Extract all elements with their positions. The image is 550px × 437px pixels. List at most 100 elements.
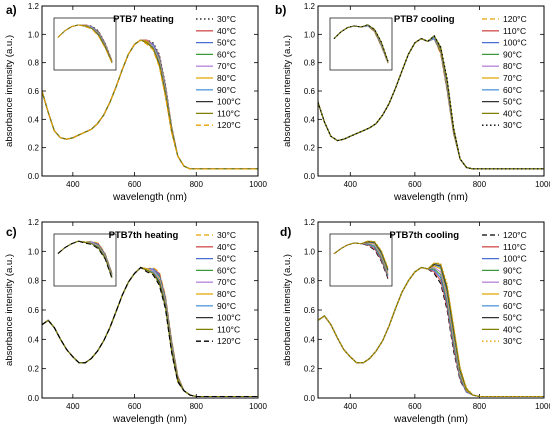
x-axis-label: wavelength (nm) xyxy=(112,414,187,425)
legend-label-9: 110°C xyxy=(217,108,240,118)
inset-series-line-10 xyxy=(333,24,389,62)
legend-label-9: 40°C xyxy=(503,324,522,334)
y-axis-label: absorbance intensity (a.u.) xyxy=(4,35,15,147)
y-tick-label: 0.8 xyxy=(28,277,40,286)
x-tick-label: 800 xyxy=(473,402,487,411)
y-tick-label: 0.2 xyxy=(28,365,40,374)
y-tick-label: 0.6 xyxy=(28,87,40,96)
legend-label-5: 80°C xyxy=(503,61,522,71)
x-tick-label: 600 xyxy=(128,180,142,189)
legend-label-4: 60°C xyxy=(217,265,236,275)
x-axis-label: wavelength (nm) xyxy=(393,192,468,203)
legend-label-2: 40°C xyxy=(217,26,236,36)
inset-zoom xyxy=(329,233,393,287)
inset-series-line-9 xyxy=(333,240,389,269)
legend-label-4: 90°C xyxy=(503,49,522,59)
panel-label: d) xyxy=(280,225,291,239)
legend-label-2: 110°C xyxy=(503,242,526,252)
legend-label-6: 80°C xyxy=(217,73,236,83)
plot-frame xyxy=(41,5,259,177)
legend-label-8: 50°C xyxy=(503,97,522,107)
legend-label-5: 80°C xyxy=(503,277,522,287)
chart-panel-3: c) absorbance intensity (a.u.) wavelength … xyxy=(4,218,267,425)
x-tick-label: 800 xyxy=(190,402,204,411)
legend-label-2: 110°C xyxy=(503,26,526,36)
inset-zoom xyxy=(329,17,393,71)
y-axis-label: absorbance intensity (a.u.) xyxy=(282,254,293,366)
legend-label-5: 70°C xyxy=(217,61,236,71)
x-tick-label: 400 xyxy=(66,402,80,411)
chart-title: PTB7th heating xyxy=(109,230,179,241)
y-tick-label: 0.4 xyxy=(28,115,40,124)
series-line-10 xyxy=(42,266,258,398)
series-line-10 xyxy=(318,262,544,398)
y-tick-label: 1.2 xyxy=(28,218,40,227)
legend-label-10: 30°C xyxy=(503,120,522,130)
chart-panel-1: a) absorbance intensity (a.u.) wavelength … xyxy=(4,2,267,203)
y-tick-label: 0.4 xyxy=(304,115,316,124)
legend-label-1: 30°C xyxy=(217,230,236,240)
legend-label-9: 110°C xyxy=(217,324,240,334)
chart-title: PTB7 heating xyxy=(113,14,174,25)
y-tick-label: 1.0 xyxy=(28,30,40,39)
legend-label-6: 70°C xyxy=(503,289,522,299)
legend-label-10: 120°C xyxy=(217,120,241,130)
x-tick-label: 600 xyxy=(408,180,422,189)
legend-label-8: 50°C xyxy=(503,313,522,323)
x-tick-label: 600 xyxy=(408,402,422,411)
x-tick-label: 800 xyxy=(190,180,204,189)
y-tick-label: 0.2 xyxy=(304,365,316,374)
chart-panel-4: d) absorbance intensity (a.u.) wavelength … xyxy=(280,218,550,425)
plot-frame xyxy=(317,5,545,177)
legend-label-1: 120°C xyxy=(503,14,527,24)
legend-label-1: 30°C xyxy=(217,14,236,24)
y-tick-label: 1.2 xyxy=(304,218,316,227)
panel-label: a) xyxy=(6,3,17,17)
legend-label-7: 90°C xyxy=(217,301,236,311)
legend-label-6: 70°C xyxy=(503,73,522,83)
series-group xyxy=(42,266,258,398)
x-tick-label: 400 xyxy=(66,180,80,189)
inset-series-line-10 xyxy=(57,24,113,64)
plot-frame xyxy=(41,221,259,399)
inset-zoom xyxy=(53,17,117,71)
x-tick-label: 1000 xyxy=(249,180,267,189)
series-group xyxy=(318,262,544,398)
panel-label: b) xyxy=(275,3,286,17)
legend-label-3: 100°C xyxy=(503,254,527,264)
chart-panel-2: b) absorbance intensity (a.u.) wavelength … xyxy=(275,2,550,203)
x-axis-label: wavelength (nm) xyxy=(112,192,187,203)
legend-label-3: 50°C xyxy=(217,38,236,48)
inset-frame xyxy=(329,17,393,71)
legend-label-9: 40°C xyxy=(503,108,522,118)
chart-title: PTB7th cooling xyxy=(389,230,459,241)
y-tick-label: 1.2 xyxy=(28,2,40,11)
y-tick-label: 1.0 xyxy=(304,30,316,39)
y-tick-label: 0.8 xyxy=(304,277,316,286)
legend-label-7: 90°C xyxy=(217,85,236,95)
plot-frame xyxy=(317,221,545,399)
legend-label-2: 40°C xyxy=(217,242,236,252)
y-tick-label: 1.0 xyxy=(28,247,40,256)
y-tick-label: 0.0 xyxy=(28,172,40,181)
inset-series-line-10 xyxy=(57,240,113,279)
legend-label-4: 60°C xyxy=(217,49,236,59)
panel-label: c) xyxy=(6,225,17,239)
legend-label-7: 60°C xyxy=(503,301,522,311)
y-tick-label: 0.4 xyxy=(28,335,40,344)
legend-label-5: 70°C xyxy=(217,277,236,287)
legend-label-8: 100°C xyxy=(217,313,241,323)
y-tick-label: 0.0 xyxy=(28,394,40,403)
x-tick-label: 400 xyxy=(344,402,358,411)
series-line-10 xyxy=(42,39,258,170)
y-tick-label: 0.2 xyxy=(304,144,316,153)
series-group xyxy=(42,39,258,170)
legend-label-3: 50°C xyxy=(217,254,236,264)
y-tick-label: 0.2 xyxy=(28,144,40,153)
inset-zoom xyxy=(53,233,117,287)
series-line-10 xyxy=(318,34,544,170)
y-tick-label: 1.2 xyxy=(304,2,316,11)
y-tick-label: 1.0 xyxy=(304,247,316,256)
y-tick-label: 0.6 xyxy=(28,306,40,315)
